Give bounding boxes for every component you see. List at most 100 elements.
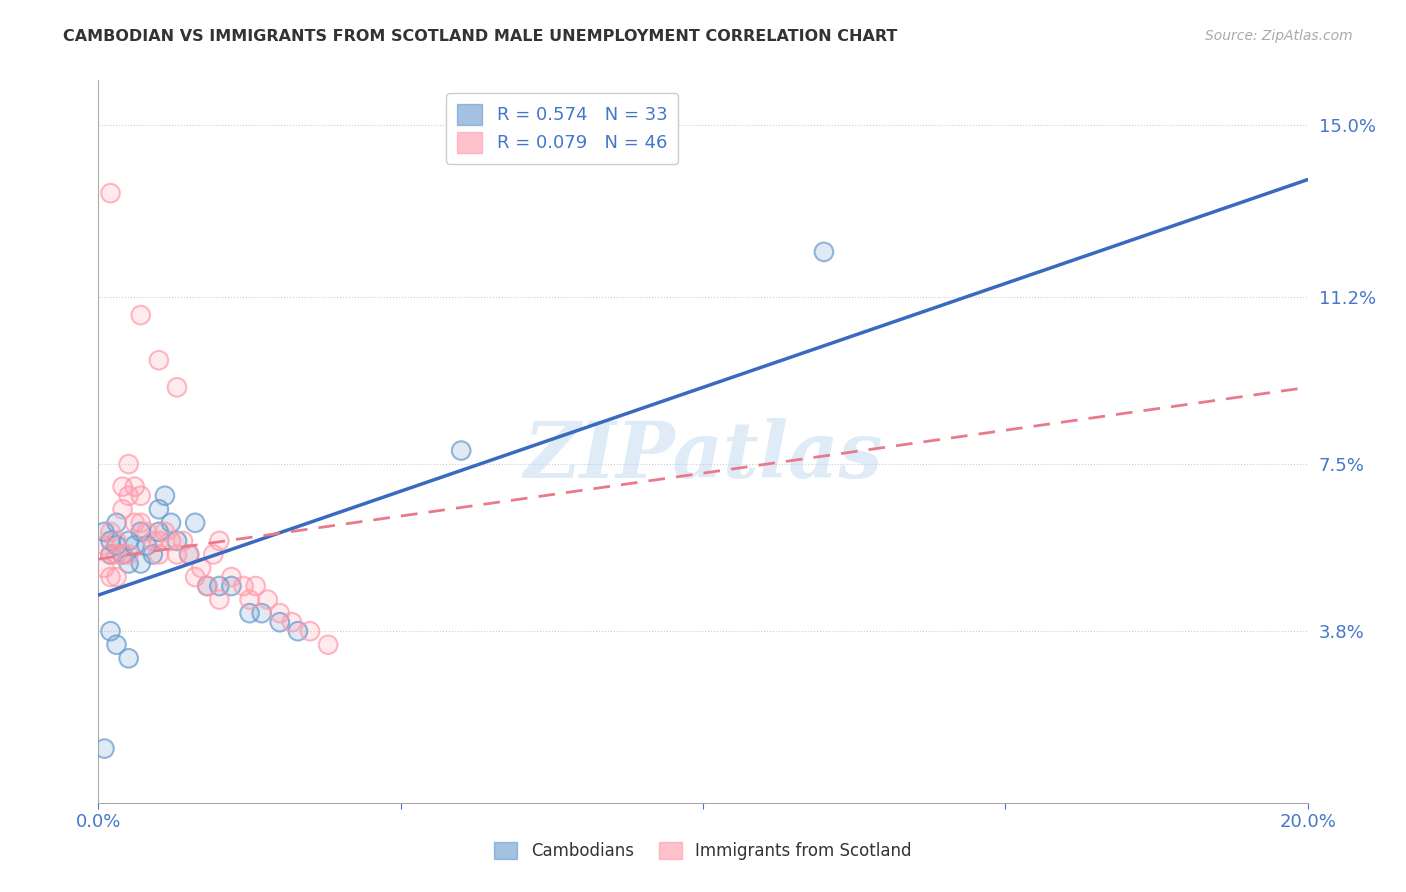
Point <box>135 538 157 552</box>
Point <box>184 570 207 584</box>
Point <box>221 579 243 593</box>
Point <box>118 489 141 503</box>
Point <box>166 380 188 394</box>
Point <box>135 524 157 539</box>
Point <box>256 592 278 607</box>
Point <box>100 548 122 562</box>
Point <box>450 443 472 458</box>
Point <box>179 548 201 562</box>
Point <box>269 606 291 620</box>
Point <box>148 548 170 562</box>
Point <box>148 353 170 368</box>
Point <box>195 579 218 593</box>
Point <box>124 538 146 552</box>
Point <box>208 579 231 593</box>
Point <box>118 557 141 571</box>
Point <box>105 570 128 584</box>
Point <box>129 516 152 530</box>
Point <box>239 606 262 620</box>
Point <box>287 624 309 639</box>
Text: ZIPatlas: ZIPatlas <box>523 417 883 494</box>
Point <box>172 533 194 548</box>
Point <box>245 579 267 593</box>
Point <box>111 502 134 516</box>
Point <box>195 579 218 593</box>
Point <box>153 524 176 539</box>
Point <box>93 561 115 575</box>
Point <box>135 538 157 552</box>
Point <box>100 548 122 562</box>
Legend: Cambodians, Immigrants from Scotland: Cambodians, Immigrants from Scotland <box>488 835 918 867</box>
Point <box>93 561 115 575</box>
Point <box>105 548 128 562</box>
Point <box>148 502 170 516</box>
Point <box>269 615 291 630</box>
Point <box>129 489 152 503</box>
Point <box>124 516 146 530</box>
Point <box>184 516 207 530</box>
Point <box>111 480 134 494</box>
Point <box>190 561 212 575</box>
Point <box>166 548 188 562</box>
Point <box>160 516 183 530</box>
Point <box>118 557 141 571</box>
Point <box>100 570 122 584</box>
Point <box>129 557 152 571</box>
Point <box>813 244 835 259</box>
Point <box>142 548 165 562</box>
Point <box>232 579 254 593</box>
Point <box>105 538 128 552</box>
Point <box>105 570 128 584</box>
Point <box>208 533 231 548</box>
Point <box>172 533 194 548</box>
Point <box>281 615 304 630</box>
Point <box>153 524 176 539</box>
Point <box>142 533 165 548</box>
Point <box>100 570 122 584</box>
Text: Source: ZipAtlas.com: Source: ZipAtlas.com <box>1205 29 1353 44</box>
Point <box>316 638 339 652</box>
Point <box>148 533 170 548</box>
Point <box>105 533 128 548</box>
Point <box>299 624 322 639</box>
Point <box>100 624 122 639</box>
Point <box>93 741 115 756</box>
Point <box>135 524 157 539</box>
Point <box>148 548 170 562</box>
Point <box>450 443 472 458</box>
Point <box>142 548 165 562</box>
Point <box>148 533 170 548</box>
Point <box>105 533 128 548</box>
Point <box>118 548 141 562</box>
Point <box>142 533 165 548</box>
Point <box>179 548 201 562</box>
Point <box>281 615 304 630</box>
Point <box>202 548 225 562</box>
Point <box>129 308 152 322</box>
Point <box>221 570 243 584</box>
Point <box>100 533 122 548</box>
Point <box>316 638 339 652</box>
Point <box>166 548 188 562</box>
Point <box>160 533 183 548</box>
Point <box>111 502 134 516</box>
Point <box>118 489 141 503</box>
Point <box>100 548 122 562</box>
Point <box>250 606 273 620</box>
Point <box>124 516 146 530</box>
Text: CAMBODIAN VS IMMIGRANTS FROM SCOTLAND MALE UNEMPLOYMENT CORRELATION CHART: CAMBODIAN VS IMMIGRANTS FROM SCOTLAND MA… <box>63 29 897 45</box>
Point <box>100 524 122 539</box>
Point <box>287 624 309 639</box>
Point <box>118 651 141 665</box>
Point <box>129 489 152 503</box>
Point <box>129 516 152 530</box>
Point <box>179 548 201 562</box>
Point <box>166 380 188 394</box>
Point <box>221 579 243 593</box>
Point <box>129 557 152 571</box>
Point <box>239 592 262 607</box>
Point <box>105 516 128 530</box>
Point <box>124 538 146 552</box>
Point <box>111 548 134 562</box>
Point <box>93 524 115 539</box>
